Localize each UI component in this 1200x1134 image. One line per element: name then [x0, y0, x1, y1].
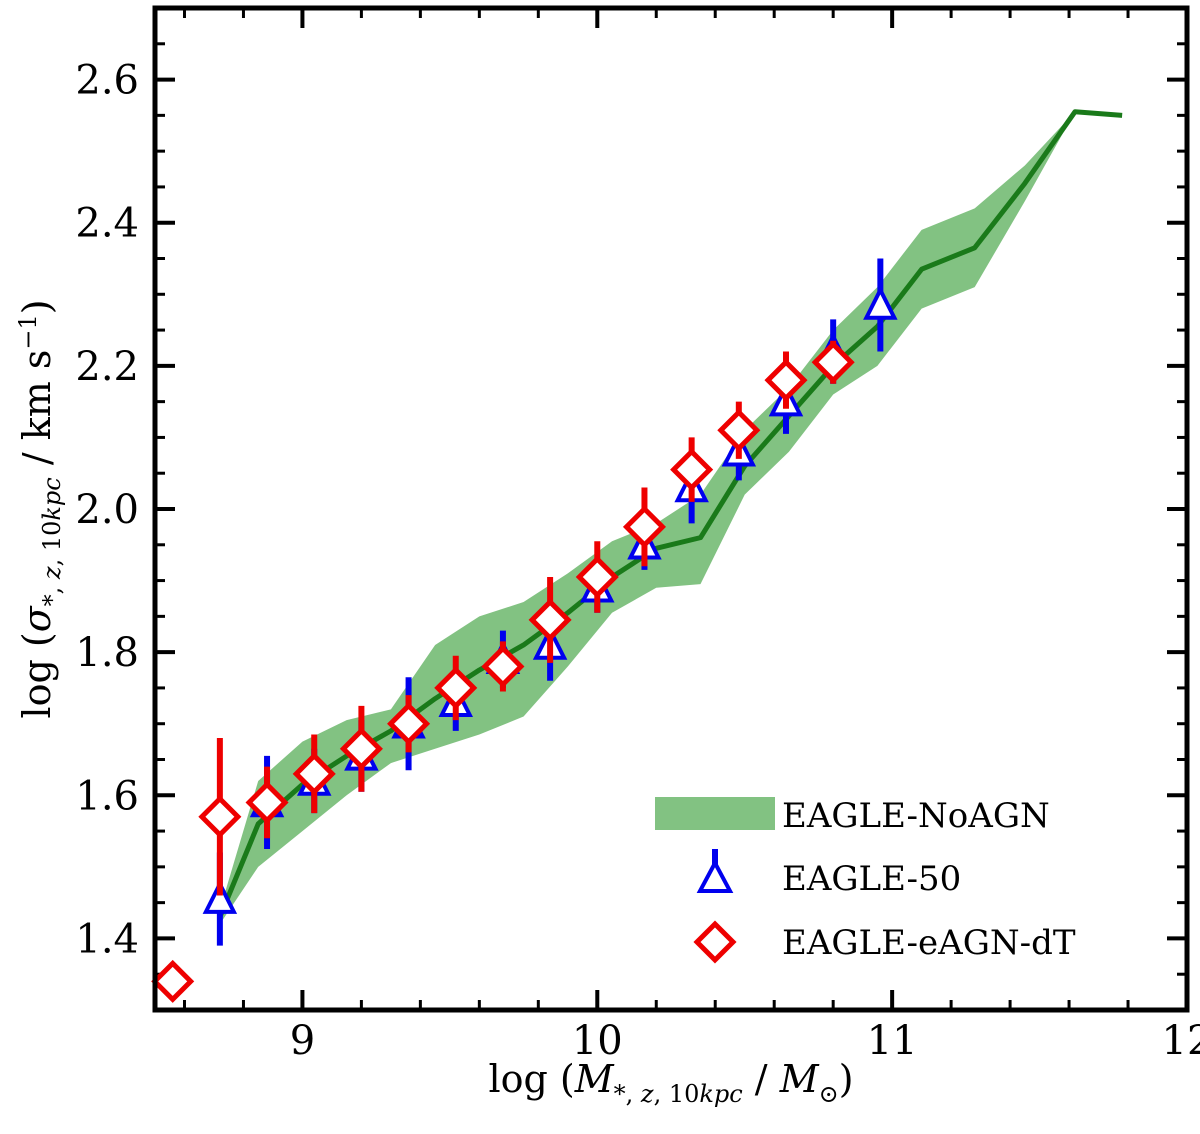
legend-diamond-marker	[693, 920, 737, 964]
eagn-diamond-marker	[387, 702, 431, 746]
eagn-diamond-marker	[339, 727, 383, 771]
y-tick-label: 1.4	[75, 916, 139, 962]
eagn-diamond-marker	[811, 340, 855, 384]
eagn-point	[387, 695, 431, 753]
y-tick-label: 1.6	[75, 773, 139, 819]
eagn-diamond-marker	[151, 959, 195, 1003]
eagn-diamond-marker	[575, 555, 619, 599]
eagn-point	[575, 541, 619, 613]
y-tick-label: 2.2	[75, 344, 139, 390]
y-tick-label: 2.0	[75, 487, 139, 533]
y-tick-label: 2.4	[75, 201, 139, 247]
y-axis-label: log (σ*, z, 10kpc / km s−1)	[14, 299, 66, 718]
x-tick-label: 11	[867, 1018, 918, 1064]
eagn-point	[339, 705, 383, 792]
eagn-diamond-marker	[245, 780, 289, 824]
eagn-diamond-marker	[717, 408, 761, 452]
eagn-point	[764, 351, 808, 409]
eagn-diamond-marker	[622, 505, 666, 549]
eagn-point	[717, 401, 761, 459]
eagn-point	[434, 655, 478, 721]
eagle50-point	[863, 258, 898, 352]
noagn-band-layer	[219, 111, 1123, 925]
eagn-diamond-marker	[670, 448, 714, 492]
eagle50-triangle-marker	[202, 879, 238, 914]
eagn-point	[198, 738, 242, 896]
y-tick-label: 1.8	[75, 630, 139, 676]
eagn-point	[670, 437, 714, 502]
x-tick-labels: 9 10 11 12	[290, 1018, 1200, 1064]
eagn-diamond-marker	[528, 598, 572, 642]
eagn-diamond-marker	[764, 358, 808, 402]
plot-frame	[152, 5, 1190, 1013]
eagn-point	[292, 734, 336, 814]
eagn-point	[622, 487, 666, 567]
data-markers	[151, 258, 898, 1003]
legend-band-swatch	[655, 797, 775, 830]
eagle50-triangle-marker	[863, 285, 898, 320]
eagn-point	[481, 641, 525, 692]
y-tick-label: 2.6	[75, 58, 139, 104]
legend-label-noagn: EAGLE-NoAGN	[782, 796, 1050, 836]
eagn-diamond-marker	[292, 752, 336, 796]
legend-label-eagn: EAGLE-eAGN-dT	[782, 923, 1076, 963]
x-tick-label: 9	[290, 1018, 315, 1064]
eagn-diamond-marker	[481, 644, 525, 688]
y-tick-labels: 1.4 1.6 1.8 2.0 2.2 2.4 2.6	[75, 58, 139, 963]
eagn-point	[245, 766, 289, 839]
noagn-scatter-band	[219, 111, 1123, 925]
legend-triangle-marker	[696, 849, 734, 893]
legend: EAGLE-NoAGN EAGLE-50 EAGLE-eAGN-dT	[655, 796, 1076, 964]
eagn-point	[151, 959, 195, 1003]
eagn-diamond-marker	[434, 666, 478, 710]
eagn-point	[528, 576, 572, 663]
x-tick-label: 12	[1162, 1018, 1200, 1064]
eagn-point	[811, 340, 855, 384]
x-tick-label: 10	[572, 1018, 623, 1064]
x-axis-label: log (M*, z, 10kpc / M⊙)	[488, 1057, 853, 1108]
legend-label-eagle50: EAGLE-50	[782, 859, 961, 899]
eagn-diamond-marker	[198, 795, 242, 839]
